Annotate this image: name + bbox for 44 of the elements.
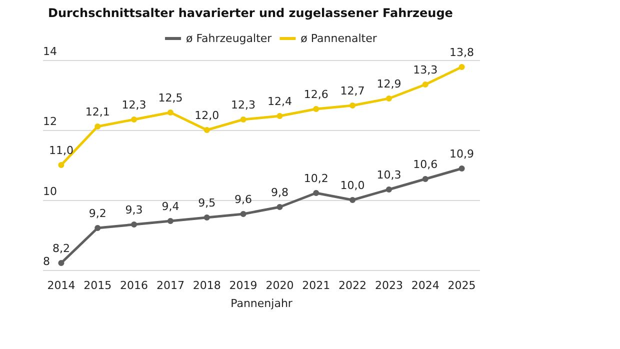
data-label: 10,9 [450,148,474,160]
data-label: 10,6 [413,158,438,171]
data-label: 10,0 [340,179,365,192]
data-label: 12,0 [194,109,220,122]
x-tick-label: 2023 [374,279,403,292]
y-tick-label: 12 [43,115,57,128]
x-tick-label: 2025 [448,279,476,292]
x-axis-title: Pannenjahr [230,297,293,310]
data-label: 12,5 [158,92,183,104]
data-label: 11,0 [48,144,74,157]
data-label: 12,4 [267,95,292,108]
data-label: 9,6 [234,193,252,206]
x-tick-label: 2022 [338,279,367,292]
x-tick-label: 2021 [302,279,330,292]
data-label: 13,3 [413,64,438,76]
data-label: 8,2 [52,242,70,255]
x-tick-label: 2020 [266,279,294,292]
data-label: 12,3 [122,98,146,112]
data-label: 9,3 [125,204,143,216]
data-label: 10,2 [304,172,328,185]
x-tick-label: 2018 [192,279,221,292]
x-tick-label: 2019 [229,279,258,292]
legend-label: ø Fahrzeugalter [186,32,272,45]
data-label: 10,3 [376,168,402,182]
data-label: 12,6 [304,88,328,101]
data-label: 13,8 [450,46,474,59]
data-label: 9,5 [198,196,216,210]
y-tick-label: 10 [43,185,57,198]
data-label: 9,4 [162,200,180,213]
data-label: 9,2 [88,207,106,220]
x-tick-label: 2017 [156,279,184,292]
x-tick-label: 2016 [120,279,148,292]
data-label: 12,9 [376,78,402,90]
x-tick-label: 2024 [411,279,440,292]
y-tick-label: 8 [43,255,50,268]
data-label: 12,7 [340,84,365,98]
data-label: 12,1 [85,106,110,118]
chart-title: Durchschnittsalter havarierter und zugelassener Fahrzeuge [48,6,453,20]
x-tick-label: 2015 [84,279,112,292]
y-tick-label: 14 [43,45,57,58]
data-label: 9,8 [270,186,288,199]
legend-label: ø Pannenalter [300,32,378,45]
x-tick-label: 2014 [47,279,76,292]
data-label: 12,3 [231,98,256,112]
